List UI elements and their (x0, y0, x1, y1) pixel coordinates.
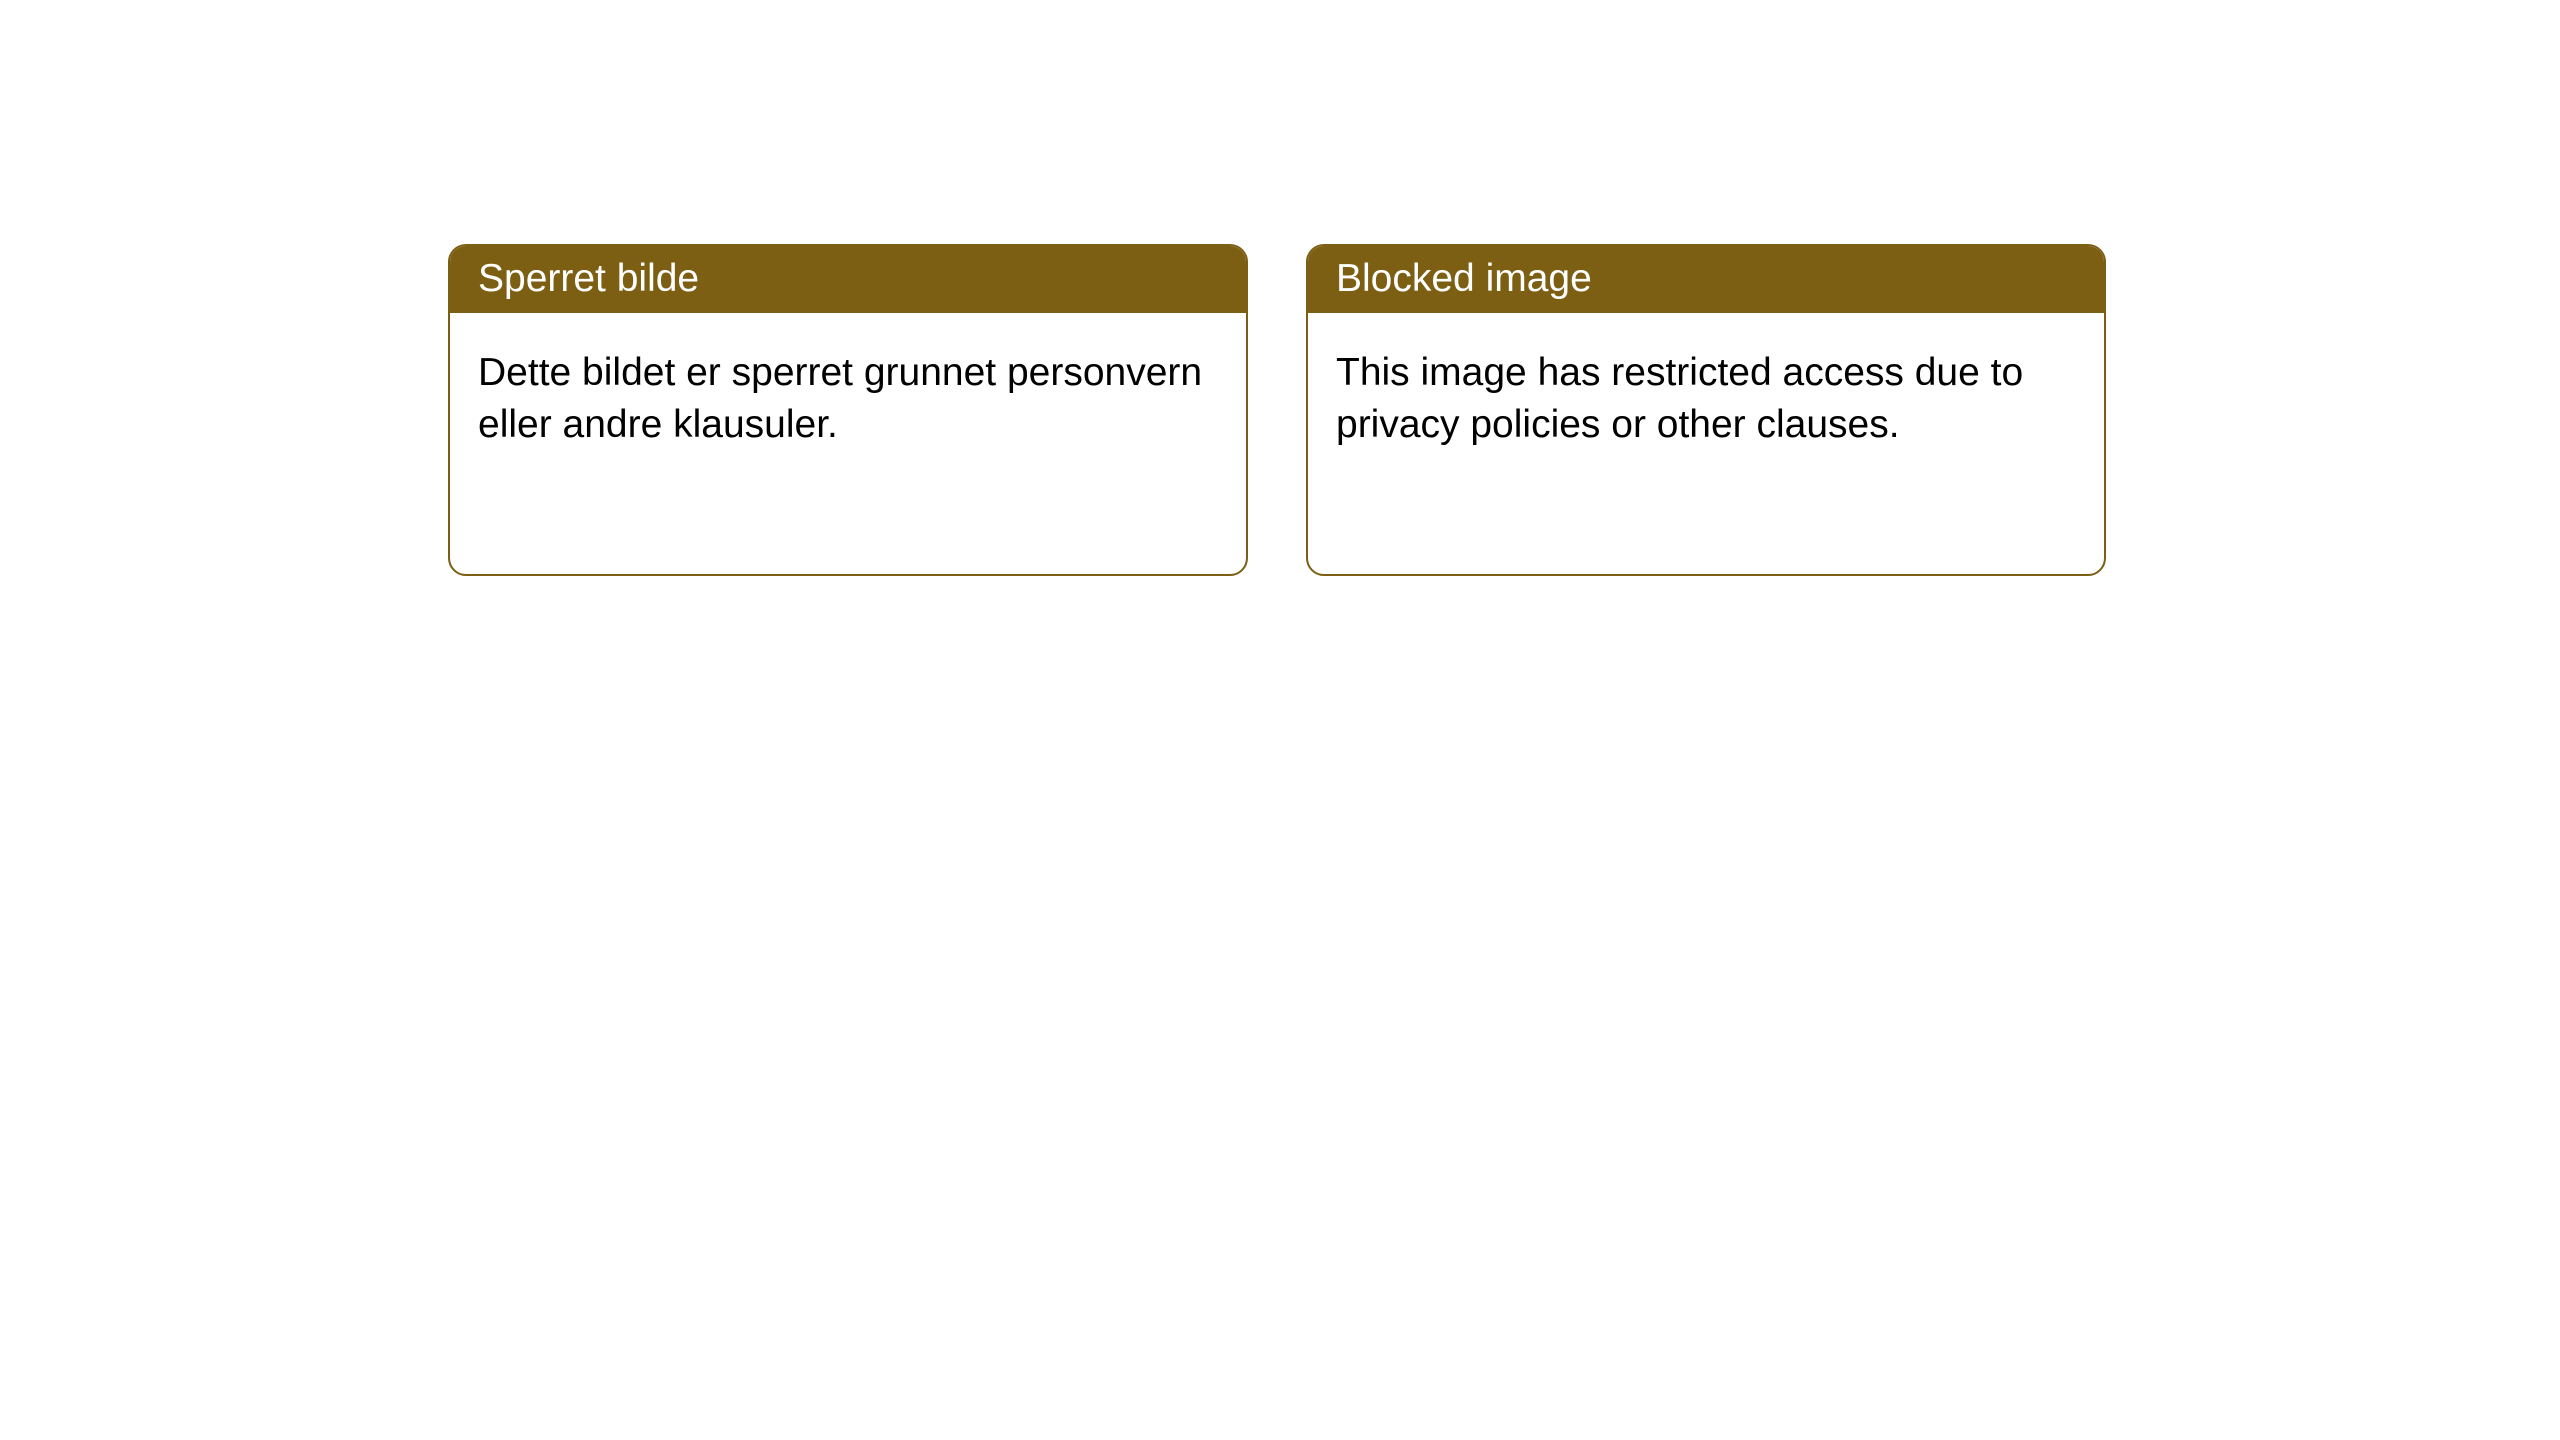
card-body: This image has restricted access due to … (1308, 313, 2104, 485)
notice-card-english: Blocked image This image has restricted … (1306, 244, 2106, 576)
card-header: Blocked image (1308, 246, 2104, 313)
notice-card-norwegian: Sperret bilde Dette bildet er sperret gr… (448, 244, 1248, 576)
card-body: Dette bildet er sperret grunnet personve… (450, 313, 1246, 485)
notice-cards-container: Sperret bilde Dette bildet er sperret gr… (448, 244, 2560, 576)
card-header: Sperret bilde (450, 246, 1246, 313)
